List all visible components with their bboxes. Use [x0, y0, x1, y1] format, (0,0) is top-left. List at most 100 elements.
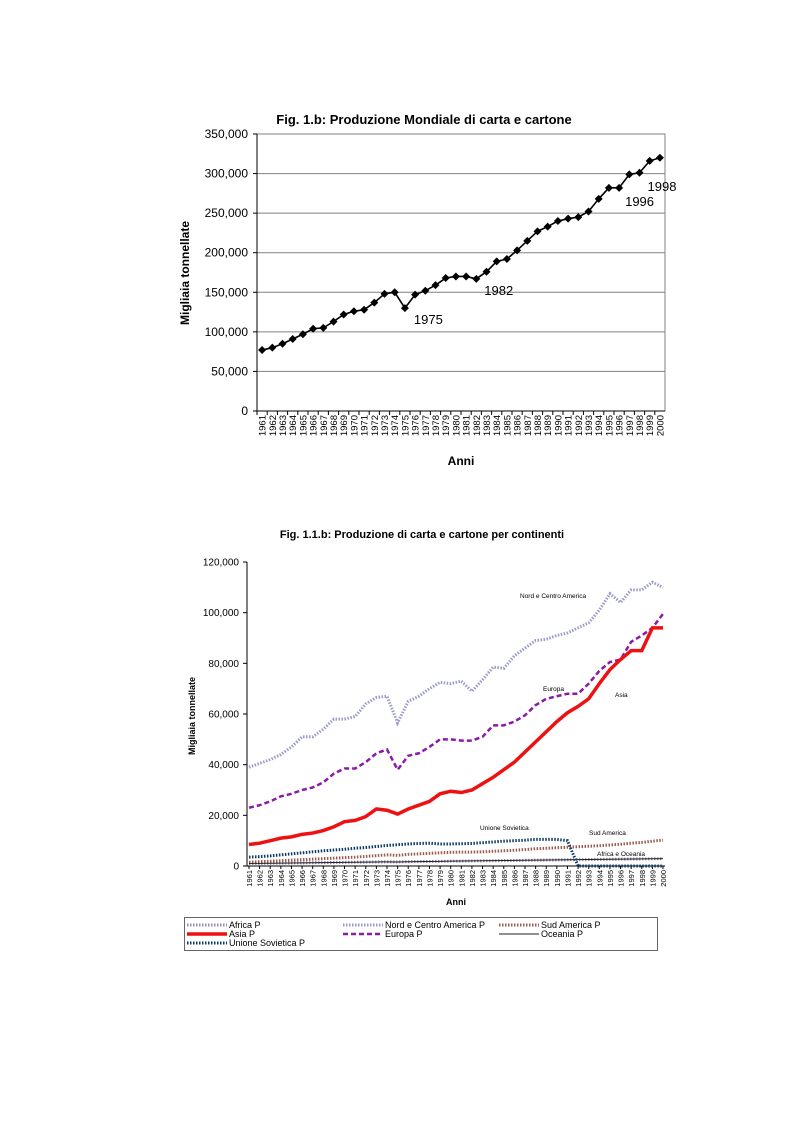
- chart1-x-tick-label: 1982: [472, 415, 483, 436]
- chart1-point-1988: [533, 227, 542, 236]
- chart2-series-unione-sovietica-p: [248, 837, 663, 868]
- chart1-x-tick-label: 1973: [380, 415, 391, 436]
- chart2-x-tick-label: 1962: [256, 870, 265, 887]
- chart1-point-1971: [360, 305, 369, 314]
- chart2-x-tick-label: 1997: [627, 870, 636, 887]
- chart1-annotation-1982: 1982: [484, 283, 513, 298]
- chart1-x-tick-label: 1978: [431, 415, 442, 436]
- chart1-point-1992: [574, 213, 583, 222]
- chart1-point-1994: [594, 194, 603, 203]
- chart1-point-1984: [492, 257, 501, 266]
- chart2-y-label: Migliaia tonnellate: [187, 677, 197, 755]
- chart1-point-2000: [655, 153, 664, 162]
- chart1-point-1989: [543, 222, 552, 231]
- chart1-point-1991: [564, 214, 573, 223]
- chart1-point-1962: [268, 343, 277, 352]
- chart2-y-tick-label: 40,000: [208, 760, 239, 771]
- chart2-x-tick-label: 1994: [595, 870, 604, 887]
- chart1-point-1995: [604, 183, 613, 192]
- chart1-x-tick-label: 1969: [339, 415, 350, 436]
- chart1-point-1964: [288, 334, 297, 343]
- chart1-annotation-1996: 1996: [625, 194, 654, 209]
- legend-label-nord-america: Nord e Centro America P: [385, 920, 486, 930]
- chart1-point-1998: [635, 168, 644, 177]
- chart1-x-tick-label: 1971: [360, 415, 371, 436]
- chart2-x-tick-label: 1965: [287, 870, 296, 887]
- chart2-x-tick-label: 1975: [394, 870, 403, 887]
- chart1-y-tick-label: 50,000: [211, 364, 248, 378]
- chart1-y-tick-label: 250,000: [205, 206, 249, 220]
- chart1-x-tick-label: 1980: [451, 415, 462, 436]
- chart1-point-1982: [472, 274, 481, 283]
- chart-legend: Africa P Asia P Unione Sovietica P Nord …: [184, 917, 658, 951]
- chart1-point-1979: [441, 274, 450, 283]
- chart1-point-1990: [553, 217, 562, 226]
- chart1-x-tick-label: 1996: [615, 415, 626, 436]
- chart2-x-tick-label: 1966: [298, 870, 307, 887]
- chart1-x-tick-label: 1963: [278, 415, 289, 436]
- chart2-series-asia-p: [248, 626, 663, 847]
- chart1-annotation-1998: 1998: [648, 179, 677, 194]
- chart2-y-tick-label: 80,000: [208, 659, 239, 670]
- chart1-x-tick-label: 1962: [268, 415, 279, 436]
- chart1-x-tick-label: 1987: [523, 415, 534, 436]
- legend-label-africa: Africa P: [229, 920, 261, 930]
- world-production-chart: Fig. 1.b: Produzione Mondiale di carta e…: [178, 112, 677, 468]
- chart1-x-tick-label: 1970: [349, 415, 360, 436]
- chart2-x-tick-label: 1964: [277, 870, 286, 887]
- chart2-x-label: Anni: [446, 897, 466, 907]
- chart1-x-tick-label: 1991: [564, 415, 575, 436]
- chart2-x-tick-label: 1992: [574, 870, 583, 887]
- chart2-x-tick-label: 1963: [266, 870, 275, 887]
- legend-label-europa: Europa P: [385, 929, 423, 939]
- chart1-x-tick-label: 1990: [553, 415, 564, 436]
- chart1-point-1963: [278, 339, 287, 348]
- legend-label-sud-america: Sud America P: [541, 920, 601, 930]
- chart1-x-tick-label: 1984: [492, 415, 503, 436]
- chart1-y-tick-label: 350,000: [205, 127, 249, 141]
- chart1-x-tick-label: 1997: [625, 415, 636, 436]
- chart1-x-tick-label: 1988: [533, 415, 544, 436]
- chart2-x-tick-label: 1982: [468, 870, 477, 887]
- chart2-annotation-europa: Europa: [543, 686, 564, 693]
- chart2-x-tick-label: 1984: [489, 870, 498, 887]
- chart1-point-1965: [298, 330, 307, 339]
- chart2-x-tick-label: 1969: [330, 870, 339, 887]
- chart2-x-tick-label: 1977: [415, 870, 424, 887]
- chart1-x-tick-label: 1985: [502, 415, 513, 436]
- chart2-x-tick-label: 1967: [309, 870, 318, 887]
- chart2-y-tick-label: 120,000: [203, 558, 240, 569]
- chart1-x-tick-label: 1986: [513, 415, 524, 436]
- chart1-x-tick-label: 1992: [574, 415, 585, 436]
- chart1-x-tick-label: 1977: [421, 415, 432, 436]
- chart2-annotation-asia: Asia: [615, 692, 628, 699]
- chart1-y-tick-label: 200,000: [205, 246, 249, 260]
- chart2-x-tick-label: 1988: [532, 870, 541, 887]
- chart1-x-tick-label: 1995: [604, 415, 615, 436]
- chart1-point-1968: [329, 317, 338, 326]
- chart2-x-tick-label: 1993: [585, 870, 594, 887]
- chart2-x-tick-label: 1989: [542, 870, 551, 887]
- chart1-x-tick-label: 1974: [390, 415, 401, 436]
- legend-label-urss: Unione Sovietica P: [229, 938, 306, 948]
- chart2-x-tick-label: 2000: [659, 870, 668, 887]
- chart2-x-tick-label: 1998: [638, 870, 647, 887]
- chart1-point-1974: [390, 288, 399, 297]
- chart1-point-1981: [462, 272, 471, 281]
- chart2-x-tick-label: 1976: [404, 870, 413, 887]
- chart2-x-tick-label: 1971: [351, 870, 360, 887]
- chart2-annotation-unione-sovietica: Unione Sovietica: [480, 825, 529, 832]
- chart1-point-1966: [309, 324, 318, 333]
- chart1-y-tick-label: 0: [241, 404, 248, 418]
- chart1-x-tick-label: 1972: [370, 415, 381, 436]
- chart1-x-tick-label: 1976: [411, 415, 422, 436]
- chart1-x-tick-label: 1968: [329, 415, 340, 436]
- chart2-annotation-africa-e-oceania: Africa e Oceania: [597, 851, 645, 858]
- chart2-x-tick-label: 1978: [425, 870, 434, 887]
- chart1-x-tick-label: 1965: [298, 415, 309, 436]
- chart2-x-tick-label: 1968: [319, 870, 328, 887]
- chart2-series-oceania-p: [248, 858, 664, 864]
- chart1-x-tick-label: 1961: [258, 415, 269, 436]
- chart2-series-sud-america-p: [248, 838, 664, 864]
- chart1-point-1986: [513, 246, 522, 255]
